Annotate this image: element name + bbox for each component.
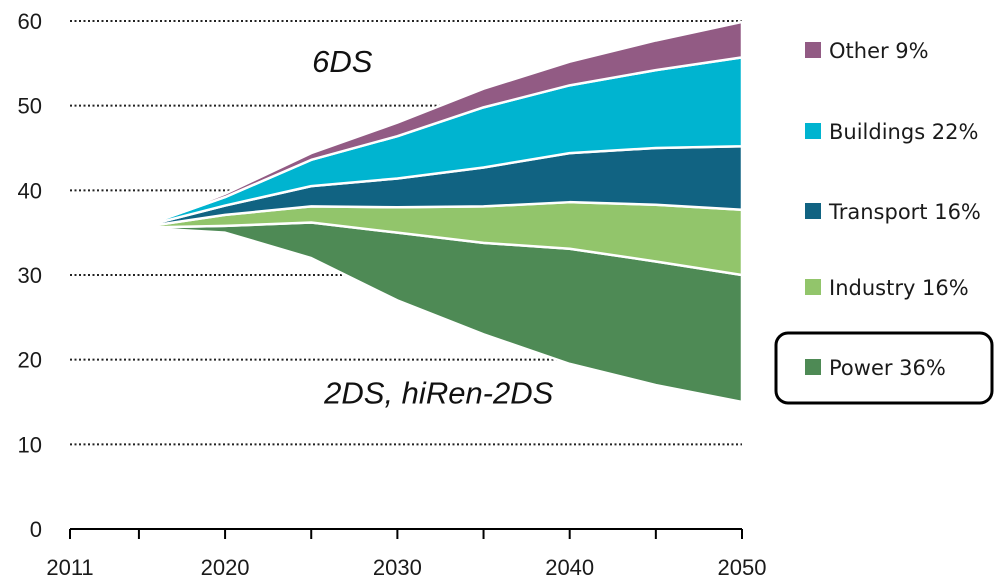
y-tick-label: 40 [18, 178, 42, 203]
legend-label: Buildings 22% [829, 120, 978, 144]
legend-swatch [805, 279, 821, 295]
x-tick-label: 2040 [545, 555, 594, 579]
legend-label: Industry 16% [829, 276, 969, 300]
annotations: 6DS 2DS, hiRen-2DS [312, 44, 554, 411]
legend-highlight-box [774, 331, 994, 405]
y-tick-label: 20 [18, 348, 42, 373]
legend-label: Other 9% [829, 39, 929, 63]
area-other [137, 20, 744, 229]
y-tick-label: 0 [30, 517, 42, 542]
legend: Other 9% Buildings 22% Transport 16% Indust… [774, 39, 994, 405]
y-axis-tick-labels: 0 10 20 30 40 50 60 [18, 9, 42, 542]
x-tick-label: 2030 [373, 555, 422, 579]
legend-label: Power 36% [829, 356, 946, 380]
legend-label: Transport 16% [828, 200, 981, 224]
annotation-label: 2DS, hiRen-2DS [323, 376, 553, 411]
y-tick-label: 50 [18, 94, 42, 119]
legend-swatch [805, 123, 821, 139]
legend-swatch [805, 203, 821, 219]
y-tick-label: 10 [18, 432, 42, 457]
legend-swatch [805, 42, 821, 58]
x-axis-tick-labels: 2011 2020 2030 2040 2050 [46, 555, 766, 579]
annotation-label: 6DS [312, 44, 373, 79]
legend-swatch [805, 359, 821, 375]
x-tick-label: 2011 [46, 555, 93, 579]
y-tick-label: 60 [18, 9, 42, 34]
y-tick-label: 30 [18, 263, 42, 288]
stacked-areas [137, 20, 744, 404]
x-tick-label: 2020 [201, 555, 250, 579]
x-tick-label: 2050 [718, 555, 767, 579]
x-axis [69, 528, 743, 539]
